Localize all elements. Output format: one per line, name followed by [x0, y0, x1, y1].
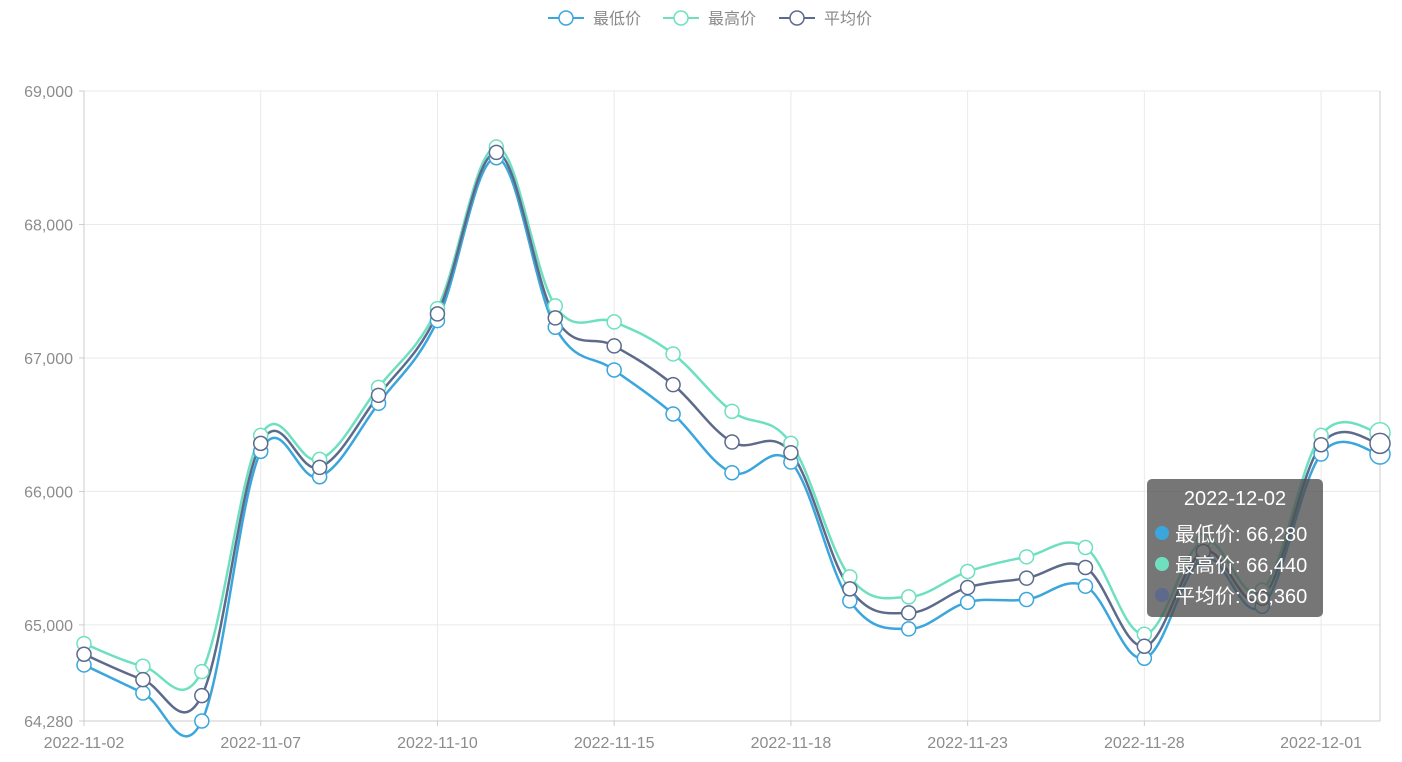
data-point-max: [1018, 549, 1035, 565]
series-line-avg: [83, 151, 1381, 714]
tooltip-label-avg: 平均价: 66,360: [1175, 586, 1308, 608]
data-point-max: [724, 403, 740, 420]
data-point-avg: [959, 579, 976, 596]
data-point-min: [194, 713, 210, 729]
y-tick-label: 69,000: [24, 84, 73, 101]
data-point-min: [606, 362, 622, 378]
data-point-avg: [1018, 570, 1035, 586]
data-point-avg: [252, 435, 269, 452]
data-point-avg: [665, 376, 681, 393]
legend-label-avg: 平均价: [824, 10, 872, 28]
y-tick-label: 68,000: [24, 217, 73, 234]
x-tick-label: 2022-12-01: [1280, 735, 1362, 752]
y-tick-label: 66,000: [24, 484, 73, 501]
legend: 最低价 最高价 平均价: [548, 10, 872, 28]
data-point-avg: [311, 459, 328, 476]
data-point-max: [194, 663, 210, 680]
data-point-max: [606, 314, 622, 330]
data-point-avg: [900, 605, 917, 621]
data-point-min: [135, 685, 151, 701]
y-axis-labels: 64,280 65,000 66,000 67,000 68,000 69,000: [24, 84, 73, 731]
data-point-min: [724, 464, 740, 481]
data-point-avg: [1369, 432, 1391, 455]
tooltip-row-max: 最高价: 66,440: [1155, 548, 1323, 579]
tooltip-row-avg: 平均价: 66,360: [1155, 579, 1323, 610]
data-point-avg: [606, 338, 622, 354]
data-point-max: [959, 563, 976, 580]
tooltip-dot-max: [1155, 556, 1169, 571]
y-tick-label: 67,000: [24, 351, 73, 368]
data-point-min: [900, 621, 917, 637]
data-point-max: [665, 346, 681, 362]
x-tick-label: 2022-11-18: [751, 735, 832, 752]
y-tick-label: 64,280: [24, 714, 73, 731]
data-point-avg: [135, 671, 151, 688]
data-point-min: [1018, 591, 1035, 608]
x-axis-labels: 2022-11-02 2022-11-07 2022-11-10 2022-11-15…: [44, 735, 1362, 752]
x-tick-label: 2022-11-23: [927, 735, 1008, 752]
tooltip-label-min: 最低价: 66,280: [1175, 524, 1308, 546]
tooltip-dot-avg: [1155, 587, 1169, 602]
tooltip-row-min: 最低价: 66,280: [1155, 517, 1323, 548]
data-point-avg: [76, 646, 92, 663]
series-points: [76, 139, 1391, 729]
data-point-avg: [1077, 559, 1094, 576]
x-tick-label: 2022-11-07: [220, 735, 301, 752]
legend-label-min: 最低价: [593, 10, 641, 28]
data-point-min: [1077, 578, 1094, 594]
legend-marker-max: [673, 10, 689, 26]
legend-marker-min: [558, 10, 574, 26]
data-point-avg: [488, 144, 505, 161]
tooltip-label-max: 最高价: 66,440: [1175, 555, 1308, 577]
data-point-max: [135, 658, 151, 675]
data-point-max: [1077, 539, 1094, 556]
data-point-min: [665, 406, 681, 422]
x-tick-label: 2022-11-28: [1104, 735, 1185, 752]
legend-marker-avg: [789, 10, 805, 26]
x-tick-label: 2022-11-10: [397, 735, 478, 752]
data-point-avg: [783, 444, 799, 461]
data-point-avg: [1136, 638, 1153, 655]
data-point-min: [959, 594, 976, 610]
data-point-avg: [842, 581, 858, 597]
data-point-avg: [547, 310, 564, 326]
y-tick-label: 65,000: [24, 618, 73, 635]
tooltip: 2022-12-02 最低价: 66,280 最高价: 66,440 平均价: …: [1147, 479, 1323, 617]
data-point-avg: [194, 687, 210, 704]
axes: [79, 90, 1381, 726]
x-tick-label: 2022-11-15: [574, 735, 655, 752]
tooltip-dot-min: [1155, 525, 1169, 540]
data-point-avg: [429, 306, 446, 322]
data-point-avg: [370, 387, 387, 404]
data-point-avg: [1313, 436, 1329, 453]
x-tick-label: 2022-11-02: [44, 735, 125, 752]
legend-label-max: 最高价: [708, 10, 756, 28]
data-point-avg: [724, 434, 740, 450]
grid: [84, 90, 1380, 721]
data-point-max: [900, 589, 917, 605]
tooltip-title: 2022-12-02: [1183, 488, 1287, 510]
